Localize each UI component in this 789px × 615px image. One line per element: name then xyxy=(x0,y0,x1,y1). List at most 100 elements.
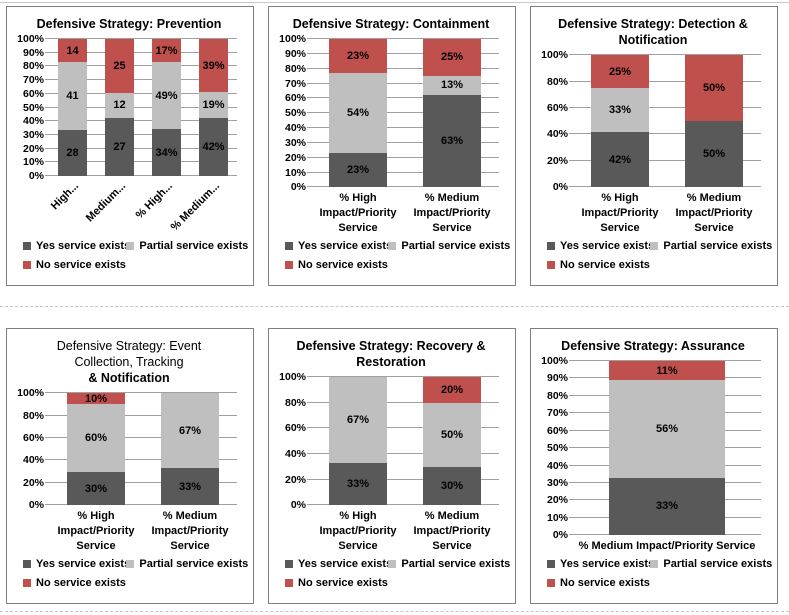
bars-layer: 33% 67% 30% 50% 20% xyxy=(311,377,499,506)
segment-label: 23% xyxy=(346,50,369,63)
bar-slot: 23% 54% 23% xyxy=(311,39,405,188)
legend-label: Yes service exists xyxy=(36,240,131,252)
legend-swatch-no xyxy=(23,261,31,269)
gridline xyxy=(569,107,761,108)
segment-yes: 33% xyxy=(328,463,388,506)
y-axis-tick-label: 90% xyxy=(546,372,568,385)
chart-area: 0% 20% 40% 60% 80% 100% 30% 60% 10% 33% 67% xyxy=(13,387,245,511)
segment-label: 27 xyxy=(113,141,126,154)
category-label-line: Impact/Priority xyxy=(151,525,229,538)
legend-label: No service exists xyxy=(560,577,650,589)
bar-slot: 42% 19% 39% xyxy=(190,39,237,176)
legend-row: Yes service exists Partial service exists xyxy=(23,240,248,252)
gridline xyxy=(45,38,237,39)
segment-label: 39% xyxy=(202,59,225,72)
segment-no: 10% xyxy=(66,393,126,405)
y-axis-tick-label: 50% xyxy=(22,101,44,114)
legend-swatch-yes xyxy=(547,560,555,568)
bar-1: 28 41 14 xyxy=(57,39,88,176)
segment-label: 63% xyxy=(440,135,463,148)
legend-row: No service exists xyxy=(285,259,505,271)
gridline xyxy=(569,360,761,361)
segment-no: 39% xyxy=(198,39,229,93)
gridline xyxy=(307,171,499,173)
segment-label: 33% xyxy=(346,478,369,491)
bar-1: 33% 56% 11% xyxy=(608,361,726,536)
y-axis-tick-label: 30% xyxy=(284,136,306,149)
legend-row: Yes service exists Partial service exists xyxy=(285,558,510,570)
segment-partial: 41 xyxy=(57,62,88,130)
panel-title: Defensive Strategy: Containment xyxy=(275,16,507,32)
segment-yes: 33% xyxy=(160,468,220,506)
gridline xyxy=(307,186,499,188)
y-axis-tick-label: 10% xyxy=(284,166,306,179)
segment-no: 25% xyxy=(422,39,482,76)
y-axis-tick-label: 30% xyxy=(22,128,44,141)
legend-swatch-no xyxy=(285,261,293,269)
segment-label: 12 xyxy=(113,99,126,112)
category-label: % Medium Impact/Priority Service xyxy=(573,539,761,554)
panel-title-line: Collection, Tracking xyxy=(74,355,184,369)
bar-slot: 33% 67% xyxy=(143,393,237,506)
y-axis: 0% 10% 20% 30% 40% 50% 60% 70% 80% 90% 100% xyxy=(13,33,49,182)
segment-label: 25% xyxy=(608,65,631,78)
segment-label: 54% xyxy=(346,107,369,120)
legend-swatch-yes xyxy=(285,242,293,250)
chart-panel-prevention: Defensive Strategy: Prevention 0% 10% 20% 30… xyxy=(6,6,254,286)
y-axis-tick-label: 60% xyxy=(546,424,568,437)
y-axis-tick-label: 0% xyxy=(552,529,568,542)
gridline xyxy=(307,97,499,99)
panel-title: Defensive Strategy: Assurance xyxy=(537,338,769,354)
segment-no: 25% xyxy=(590,55,650,89)
legend-row: No service exists xyxy=(547,259,767,271)
legend-item-partial: Partial service exists xyxy=(388,240,510,252)
category-label-line: Impact/Priority xyxy=(413,525,491,538)
legend-swatch-partial xyxy=(388,242,397,250)
gridline xyxy=(45,120,237,122)
panel-title: Defensive Strategy: Event Collection, Tra… xyxy=(13,338,245,386)
panel-title: Defensive Strategy: Detection & Notificat… xyxy=(537,16,769,48)
bar-1: 30% 60% 10% xyxy=(66,393,126,506)
y-axis-tick-label: 80% xyxy=(546,389,568,402)
legend-swatch-yes xyxy=(23,560,31,568)
segment-partial: 50% xyxy=(422,402,482,467)
panel-title-line: Defensive Strategy: Recovery & xyxy=(296,339,486,353)
category-label-line: % High xyxy=(77,510,115,523)
panel-title-line: & Notification xyxy=(88,371,170,385)
gridline xyxy=(307,127,499,129)
segment-label: 50% xyxy=(440,428,463,441)
y-axis-tick-label: 60% xyxy=(284,422,306,435)
y-axis-tick-label: 30% xyxy=(546,476,568,489)
plot-area: 30% 60% 10% 33% 67% xyxy=(45,392,237,506)
legend-item-yes: Yes service exists xyxy=(23,558,130,570)
plot-area: 33% 56% 11% xyxy=(569,360,761,536)
y-axis-tick-label: 100% xyxy=(17,387,44,399)
legend-item-no: No service exists xyxy=(23,577,126,589)
dotted-divider-middle xyxy=(0,306,789,307)
x-axis-labels: High... Medium...% High...% Medium... xyxy=(49,176,237,236)
category-label-line: % Medium xyxy=(424,192,480,205)
category-label-line: Service xyxy=(170,540,210,553)
gridline xyxy=(45,106,237,108)
legend-item-no: No service exists xyxy=(285,259,388,271)
segment-no: 23% xyxy=(328,39,388,74)
segment-no: 50% xyxy=(684,55,744,122)
legend-label: Yes service exists xyxy=(560,558,655,570)
segment-yes: 50% xyxy=(684,121,744,188)
y-axis-tick-label: 20% xyxy=(22,476,44,489)
segment-label: 14 xyxy=(66,44,79,57)
bar-1: 42% 33% 25% xyxy=(590,55,650,188)
y-axis-tick-label: 40% xyxy=(284,122,306,135)
segment-yes: 30% xyxy=(422,466,482,506)
segment-yes: 30% xyxy=(66,471,126,506)
y-axis-tick-label: 100% xyxy=(541,355,568,367)
segment-yes: 28 xyxy=(57,129,88,176)
legend-swatch-partial xyxy=(126,560,135,568)
y-axis-tick-label: 90% xyxy=(22,46,44,59)
legend-label: Partial service exists xyxy=(401,558,511,570)
category-label-line: % High xyxy=(601,192,639,205)
y-axis-tick-label: 10% xyxy=(546,511,568,524)
segment-label: 42% xyxy=(608,153,631,166)
x-axis-labels: % High Impact/Priority Service % Medium Impa… xyxy=(49,509,237,554)
segment-label: 19% xyxy=(202,99,225,112)
